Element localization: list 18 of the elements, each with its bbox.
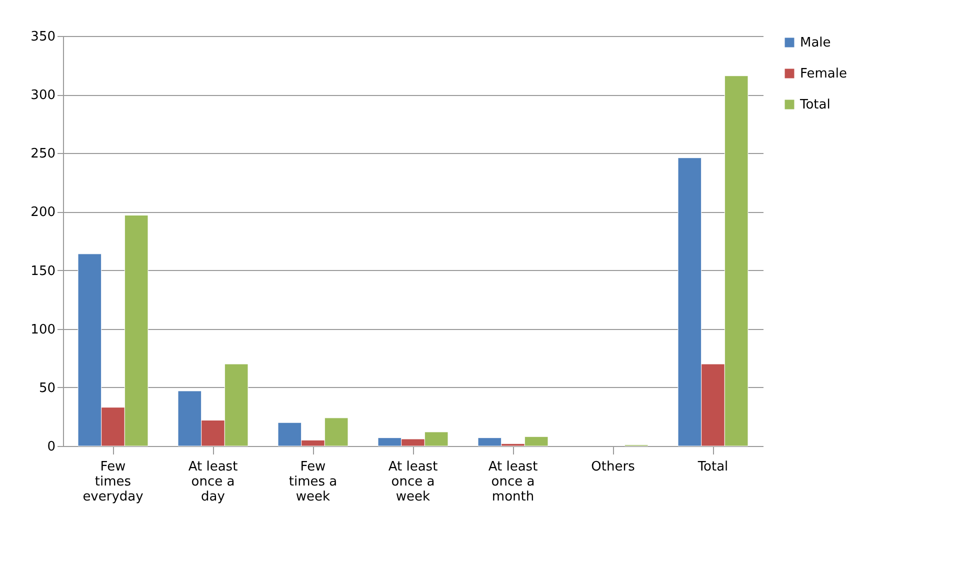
x-tick-label: At least once a week xyxy=(388,460,438,504)
x-tick-label: Others xyxy=(591,460,636,474)
y-tick-label: 150 xyxy=(30,264,56,279)
y-tick-label: 100 xyxy=(30,322,56,338)
y-tick-label: 50 xyxy=(38,380,56,396)
legend-label: Total xyxy=(799,98,830,112)
legend-label: Male xyxy=(800,36,831,50)
x-tick-label: Few times a week xyxy=(288,460,338,504)
x-tick-label: Few times everyday xyxy=(82,460,144,504)
x-tick-label: At least once a day xyxy=(188,460,238,504)
x-tick-label: Total xyxy=(696,460,728,474)
y-tick-label: 200 xyxy=(30,205,56,220)
y-tick-label: 300 xyxy=(30,88,56,104)
y-tick-label: 0 xyxy=(47,440,56,454)
x-tick-label: At least once a month xyxy=(488,460,538,504)
legend-label: Female xyxy=(800,66,848,82)
y-tick-label: 350 xyxy=(30,30,56,44)
y-tick-label: 250 xyxy=(30,146,56,162)
